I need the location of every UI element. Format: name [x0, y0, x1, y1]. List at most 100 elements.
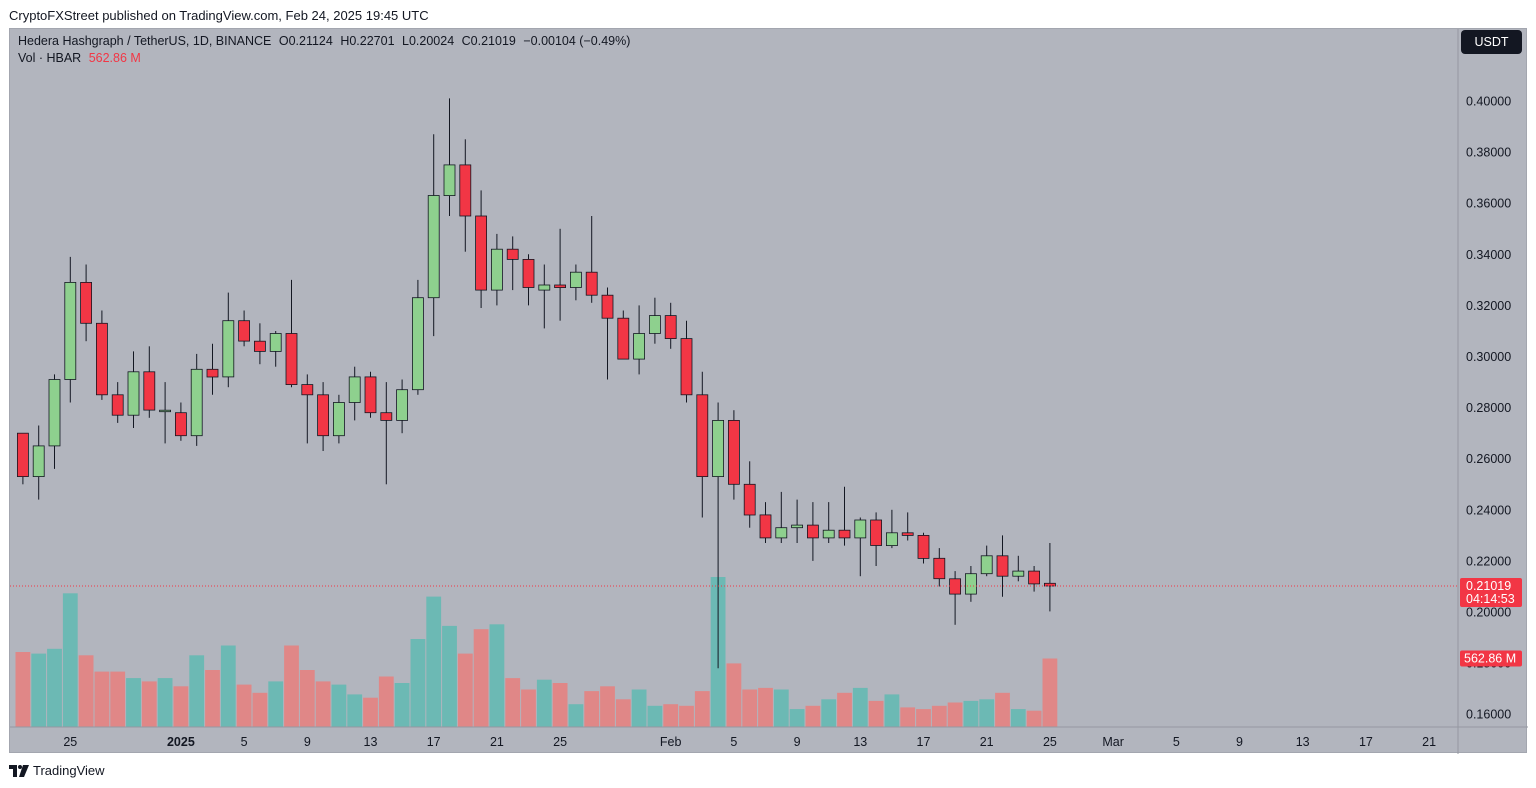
candle-body[interactable] [111, 394, 124, 416]
ohlc-close: C0.21019 [461, 34, 516, 48]
candle-body[interactable] [554, 284, 566, 288]
currency-button[interactable]: USDT [1461, 30, 1522, 54]
candle-body[interactable] [917, 534, 930, 559]
candle-body[interactable] [506, 248, 519, 260]
candle-body[interactable] [427, 195, 440, 299]
candle-body[interactable] [238, 320, 251, 342]
candle-body[interactable] [775, 527, 788, 539]
candle-body[interactable] [206, 368, 219, 378]
candle-body[interactable] [664, 315, 677, 340]
candle-body[interactable] [585, 271, 598, 296]
volume-bar [410, 639, 426, 727]
candle-body[interactable] [743, 483, 756, 516]
price-tick-label: 0.34000 [1466, 248, 1511, 262]
symbol-legend: Hedera Hashgraph / TetherUS, 1D, BINANCE… [18, 34, 634, 48]
candle-body[interactable] [617, 317, 630, 360]
candle-body[interactable] [522, 258, 535, 288]
volume-bar [916, 709, 931, 727]
candle-body[interactable] [443, 164, 456, 196]
candle-body[interactable] [380, 412, 393, 421]
volume-bar [284, 645, 299, 727]
candle-body[interactable] [32, 445, 45, 477]
candle-body[interactable] [459, 164, 472, 217]
tradingview-logo[interactable]: TradingView [9, 763, 105, 778]
candle-body[interactable] [269, 333, 282, 352]
candle-body[interactable] [475, 215, 488, 291]
tradingview-logo-icon [9, 764, 29, 777]
candle-body[interactable] [996, 555, 1009, 577]
candle-body[interactable] [396, 389, 409, 421]
candle-body[interactable] [1012, 570, 1025, 577]
candle-body[interactable] [222, 320, 235, 378]
candle-body[interactable] [159, 409, 172, 413]
candle-body[interactable] [80, 281, 92, 324]
date-tick-label: 21 [490, 735, 504, 749]
candle-body[interactable] [48, 379, 61, 447]
time-axis[interactable]: 25 2025 5 9 13 17 21 25 Feb 5 9 13 17 21 25 Mar 5 9 13 17 21 [63, 735, 1436, 749]
candle-body[interactable] [64, 281, 77, 380]
candle-body[interactable] [759, 514, 772, 539]
chart-area[interactable]: 0.160000.180000.200000.220000.240000.260… [9, 28, 1528, 754]
volume-bar [931, 705, 947, 727]
candle-body[interactable] [807, 524, 819, 539]
candle-body[interactable] [285, 333, 298, 385]
candle-body[interactable] [127, 371, 140, 416]
candle-body[interactable] [332, 402, 345, 437]
candle-body[interactable] [649, 315, 661, 334]
candle-body[interactable] [348, 376, 361, 403]
volume-bar [110, 671, 126, 727]
candle-body[interactable] [712, 419, 724, 477]
candle-body[interactable] [190, 368, 203, 437]
candle-body[interactable] [822, 529, 835, 539]
date-tick-label: 13 [853, 735, 867, 749]
price-tick-label: 0.16000 [1466, 708, 1511, 722]
candle-body[interactable] [1028, 570, 1040, 585]
candle-body[interactable] [411, 297, 424, 391]
candle-body[interactable] [570, 271, 582, 288]
candle-body[interactable] [838, 529, 851, 539]
candle-body[interactable] [317, 394, 330, 437]
volume-bar [236, 684, 252, 727]
volume-bar [489, 624, 505, 727]
candle-body[interactable] [143, 371, 156, 411]
date-tick-label: Mar [1102, 735, 1124, 749]
candle-body[interactable] [174, 412, 187, 437]
candle-body[interactable] [1044, 582, 1056, 587]
volume-bar [426, 596, 442, 727]
ohlc-low: L0.20024 [402, 34, 455, 48]
volume-title[interactable]: Vol · HBAR [18, 51, 82, 65]
price-axis[interactable]: 0.160000.180000.200000.220000.240000.260… [1466, 95, 1511, 722]
date-tick-label: Feb [660, 735, 682, 749]
candle-body[interactable] [870, 519, 882, 546]
candle-body[interactable] [854, 519, 867, 539]
volume-bar [15, 652, 31, 727]
candle-body[interactable] [17, 432, 29, 478]
candle-body[interactable] [96, 322, 108, 396]
candle-body[interactable] [980, 555, 993, 575]
candle-body[interactable] [886, 532, 898, 546]
ohlc-change: −0.00104 (−0.49%) [523, 34, 631, 48]
date-tick-label: 5 [730, 735, 737, 749]
date-tick-label: 25 [553, 735, 567, 749]
ohlc-open: O0.21124 [278, 34, 333, 48]
volume-bar [378, 676, 394, 727]
candle-body[interactable] [728, 419, 740, 485]
candle-body[interactable] [901, 532, 914, 536]
candle-body[interactable] [696, 394, 709, 477]
volume-bar [995, 692, 1010, 727]
candle-body[interactable] [680, 338, 693, 396]
candle-body[interactable] [301, 384, 314, 396]
volume-bar [726, 663, 742, 727]
ohlc-high: H0.22701 [340, 34, 395, 48]
candle-body[interactable] [253, 340, 266, 352]
candle-body[interactable] [933, 557, 946, 580]
candle-body[interactable] [538, 284, 551, 291]
candle-body[interactable] [364, 376, 377, 414]
candle-body[interactable] [601, 294, 614, 319]
candle-body[interactable] [965, 573, 977, 595]
candle-body[interactable] [490, 248, 503, 291]
candle-body[interactable] [791, 524, 803, 529]
candle-body[interactable] [633, 333, 645, 360]
symbol-title[interactable]: Hedera Hashgraph / TetherUS, 1D, BINANCE [18, 34, 272, 48]
chart-canvas[interactable]: 0.160000.180000.200000.220000.240000.260… [10, 29, 1528, 754]
